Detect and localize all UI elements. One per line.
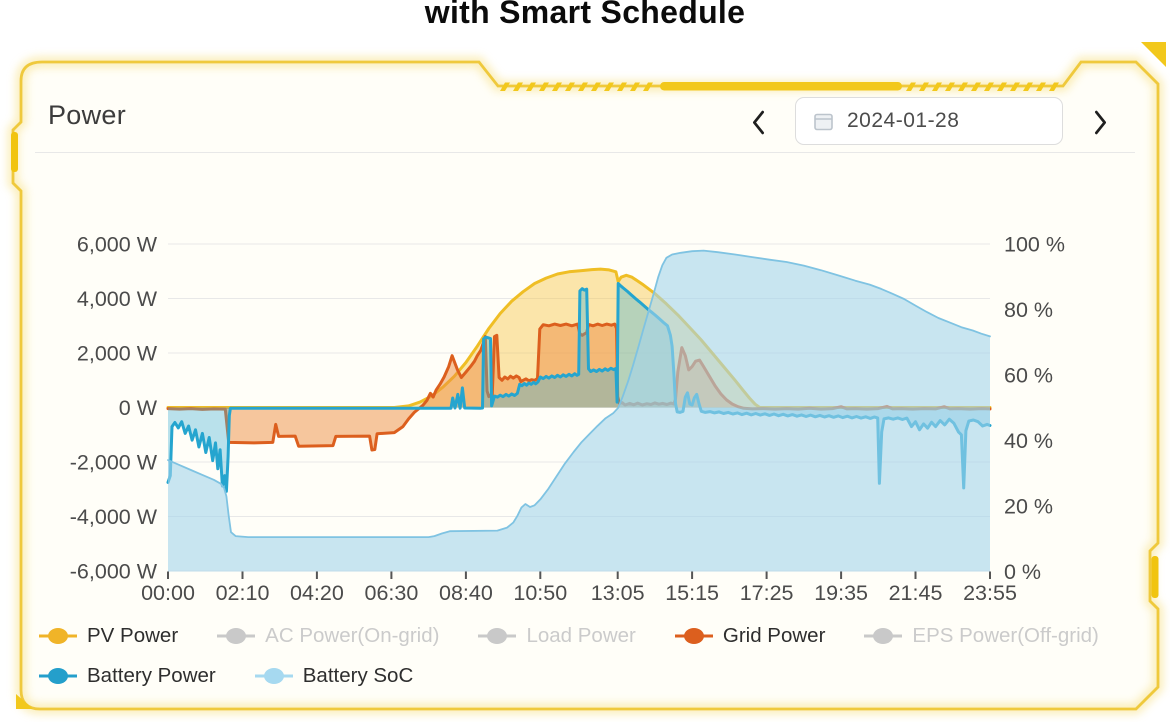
legend-marker-icon xyxy=(674,628,713,644)
legend-marker-icon xyxy=(478,628,517,644)
legend-item-load-power[interactable]: Load Power xyxy=(477,624,636,648)
svg-text:20 %: 20 % xyxy=(1004,495,1053,519)
legend-label: EPS Power(Off-grid) xyxy=(912,624,1099,647)
legend-item-battery-soc[interactable]: Battery SoC xyxy=(254,664,414,688)
frame-tab-left xyxy=(11,132,18,172)
svg-text:04:20: 04:20 xyxy=(290,581,344,605)
x-axis: 00:00 02:10 04:20 06:30 08:40 10:50 13:05 15:15… xyxy=(141,571,1017,605)
svg-text:-2,000 W: -2,000 W xyxy=(70,451,158,475)
legend-marker-icon xyxy=(217,628,256,644)
legend-marker-icon xyxy=(39,668,77,684)
svg-text:6,000 W: 6,000 W xyxy=(77,233,158,257)
legend-marker-icon xyxy=(39,628,77,644)
svg-text:19:35: 19:35 xyxy=(814,581,868,605)
chevron-right-icon xyxy=(1094,110,1106,135)
legend-item-grid-power[interactable]: Grid Power xyxy=(674,624,826,648)
frame-hatch-right xyxy=(906,82,1059,91)
svg-text:08:40: 08:40 xyxy=(439,581,493,605)
svg-text:00:00: 00:00 xyxy=(141,581,195,605)
previous-day-button[interactable] xyxy=(740,104,776,142)
legend-row: Battery Power Battery SoC xyxy=(38,656,1142,696)
svg-text:2,000 W: 2,000 W xyxy=(77,342,158,366)
legend-item-eps-power-off-grid[interactable]: EPS Power(Off-grid) xyxy=(863,624,1099,648)
next-day-button[interactable] xyxy=(1082,104,1118,142)
legend-marker-icon xyxy=(254,668,293,684)
y-axis-right: 100 % 80 % 60 % 40 % 20 % 0 % xyxy=(1004,233,1065,585)
chevron-left-icon xyxy=(752,110,764,135)
panel-title: Power xyxy=(48,100,127,130)
legend-label: Load Power xyxy=(526,624,636,647)
svg-text:4,000 W: 4,000 W xyxy=(77,287,158,311)
page-title: with Smart Schedule xyxy=(424,0,746,30)
frame-corner-accent-top-right xyxy=(1141,42,1166,67)
header-divider xyxy=(35,152,1135,153)
frame-top-bar xyxy=(660,82,902,91)
date-picker[interactable]: 2024-01-28 xyxy=(795,97,1063,145)
legend-item-battery-power[interactable]: Battery Power xyxy=(38,664,216,688)
legend-label: PV Power xyxy=(87,624,179,647)
legend-row: PV Power AC Power(On-grid) Load Power Grid … xyxy=(38,616,1142,656)
legend-marker-icon xyxy=(864,628,903,644)
svg-text:10:50: 10:50 xyxy=(513,581,567,605)
svg-text:13:05: 13:05 xyxy=(591,581,645,605)
svg-text:15:15: 15:15 xyxy=(665,581,719,605)
series-battery-soc xyxy=(167,249,991,572)
svg-text:06:30: 06:30 xyxy=(364,581,418,605)
svg-text:100 %: 100 % xyxy=(1004,233,1065,257)
svg-text:02:10: 02:10 xyxy=(216,581,270,605)
svg-text:0 %: 0 % xyxy=(1004,560,1041,584)
svg-text:23:55: 23:55 xyxy=(963,581,1017,605)
legend-label: AC Power(On-grid) xyxy=(265,624,440,647)
svg-text:60 %: 60 % xyxy=(1004,364,1053,388)
svg-text:0 W: 0 W xyxy=(119,396,158,420)
svg-text:17:25: 17:25 xyxy=(740,581,794,605)
legend-label: Grid Power xyxy=(722,624,826,647)
chart-legend: PV Power AC Power(On-grid) Load Power Grid … xyxy=(38,616,1142,696)
svg-text:-6,000 W: -6,000 W xyxy=(70,560,158,584)
svg-text:80 %: 80 % xyxy=(1004,298,1053,322)
date-value: 2024-01-28 xyxy=(847,109,960,132)
frame-corner-accent-bottom-left xyxy=(16,694,33,709)
frame-tab-right xyxy=(1151,556,1159,598)
legend-label: Battery Power xyxy=(87,664,216,687)
y-axis-left: 6,000 W 4,000 W 2,000 W 0 W -2,000 W -4,000 W… xyxy=(70,233,158,584)
calendar-icon xyxy=(814,113,833,130)
svg-text:-4,000 W: -4,000 W xyxy=(70,505,158,529)
legend-item-pv-power[interactable]: PV Power xyxy=(38,624,178,648)
legend-label: Battery SoC xyxy=(302,664,414,687)
legend-item-ac-power-on-grid[interactable]: AC Power(On-grid) xyxy=(216,624,439,648)
svg-text:21:45: 21:45 xyxy=(889,581,943,605)
svg-text:40 %: 40 % xyxy=(1004,429,1053,453)
frame-hatch-left xyxy=(500,82,653,91)
